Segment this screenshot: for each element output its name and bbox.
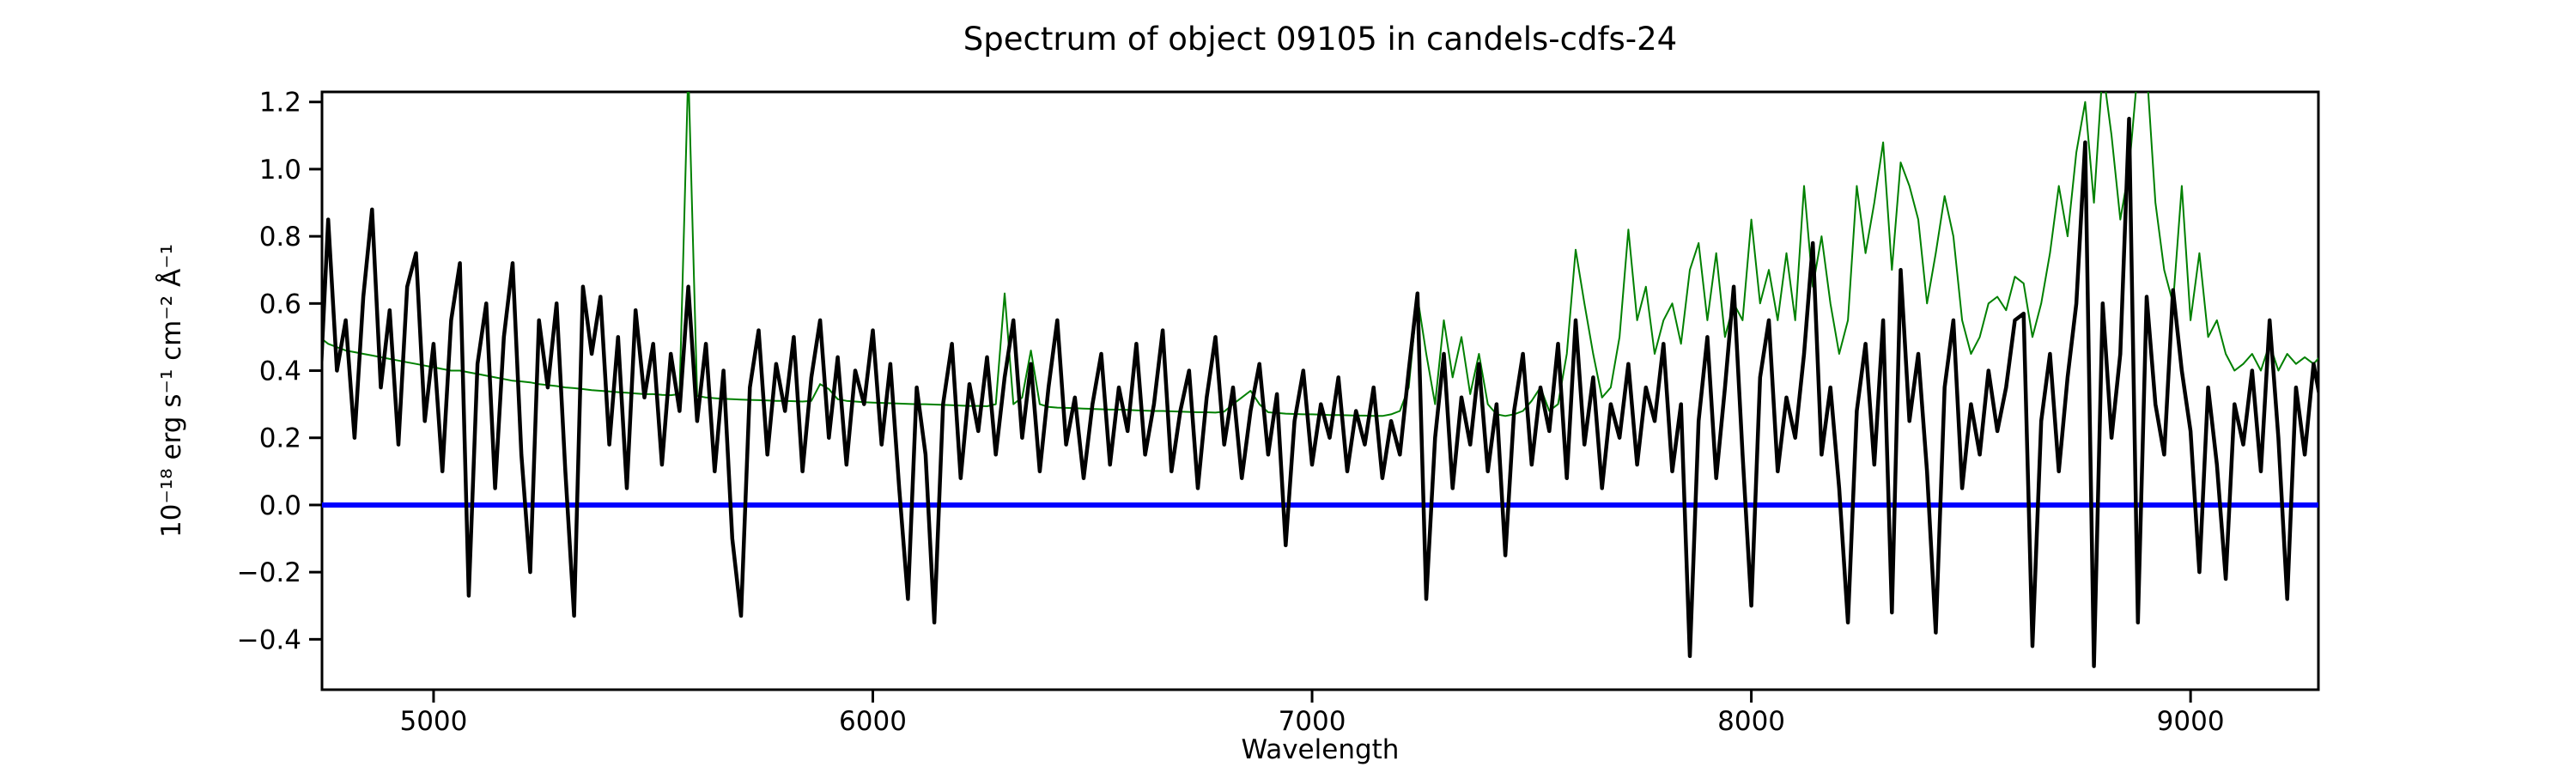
x-tick-label: 5000	[399, 706, 467, 737]
y-tick-label: −0.2	[237, 557, 301, 588]
y-tick-label: −0.4	[237, 624, 301, 655]
flux-spectrum-line	[322, 117, 2318, 668]
x-axis-label: Wavelength	[1241, 734, 1400, 765]
x-tick-label: 7000	[1279, 706, 1346, 737]
x-tick-label: 6000	[839, 706, 907, 737]
y-tick-label: 0.8	[259, 222, 301, 253]
chart-title: Spectrum of object 09105 in candels-cdfs…	[963, 21, 1678, 58]
y-tick-label: 1.0	[259, 155, 301, 186]
y-tick-label: 0.4	[259, 356, 301, 387]
y-tick-label: 0.6	[259, 289, 301, 320]
y-tick-label: 0.0	[259, 490, 301, 521]
x-tick-label: 8000	[1717, 706, 1785, 737]
y-tick-label: 0.2	[259, 423, 301, 454]
x-tick-label: 9000	[2157, 706, 2225, 737]
y-tick-label: 1.2	[259, 88, 301, 119]
